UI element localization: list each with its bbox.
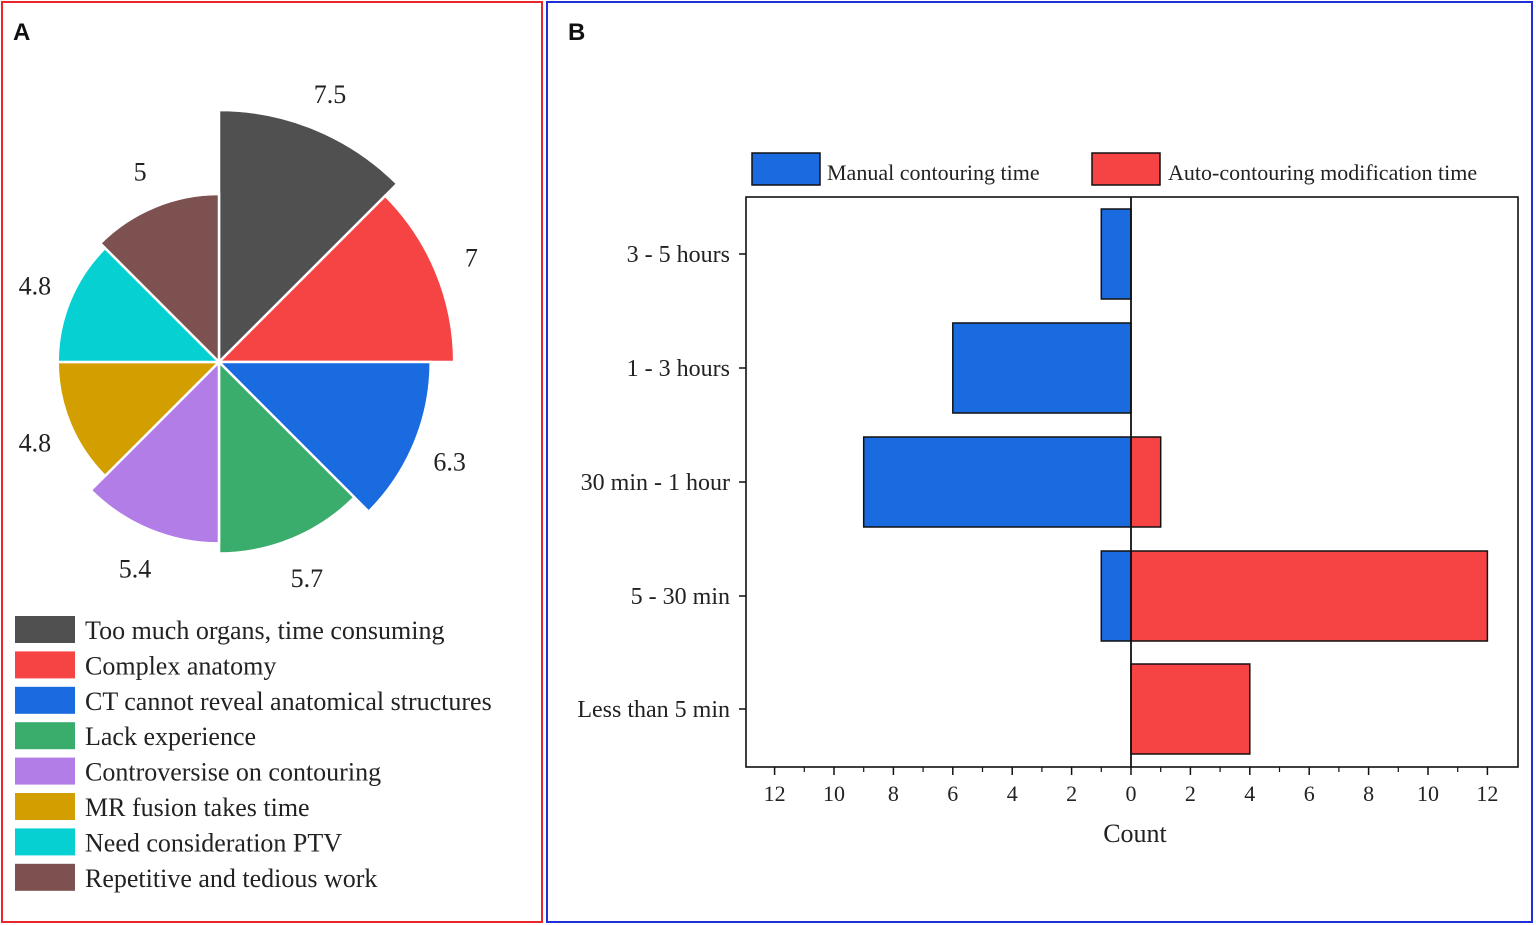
legend-label: Manual contouring time [827, 160, 1040, 185]
x-tick-label: 12 [764, 781, 786, 806]
slice-value-label: 7.5 [314, 80, 347, 109]
x-tick-label: 6 [1304, 781, 1315, 806]
rose-slice [98, 192, 221, 366]
x-tick-label: 2 [1185, 781, 1196, 806]
panel-a: A 7.5 7 6.3 5.7 5.4 4.8 4.8 5 Too much organs, t… [1, 1, 543, 923]
legend-label: Controversise on contouring [85, 758, 381, 787]
rose-slice [215, 193, 456, 364]
slice-value-label: 6.3 [433, 448, 466, 477]
slice-value-label: 5 [134, 158, 147, 187]
diverging-bar-chart: Manual contouring time Auto-contouring mo… [577, 152, 1519, 848]
panel-a-letter: A [13, 19, 31, 46]
slice-value-label: 4.8 [19, 428, 52, 457]
x-tick-label: 8 [1363, 781, 1374, 806]
rose-chart: 7.5 7 6.3 5.7 5.4 4.8 4.8 5 Too much organs, tim… [15, 80, 492, 893]
legend-swatch [1091, 152, 1161, 186]
y-tick-label: 1 - 3 hours [627, 356, 730, 382]
legend-label: Auto-contouring modification time [1168, 160, 1477, 185]
legend-swatch [15, 651, 75, 679]
legend-label: Need consideration PTV [85, 828, 342, 857]
legend-label: CT cannot reveal anatomical structures [85, 687, 492, 716]
bar-auto [1130, 663, 1251, 755]
legend-label: Lack experience [85, 722, 256, 751]
slice-value-label: 5.4 [119, 555, 152, 584]
rose-slice [215, 360, 432, 514]
y-tick-label: Less than 5 min [577, 697, 730, 723]
x-tick-label: 2 [1066, 781, 1077, 806]
slice-value-label: 5.7 [291, 564, 324, 593]
x-tick-label: 6 [947, 781, 958, 806]
legend-swatch [15, 863, 75, 891]
y-tick-label: 3 - 5 hours [627, 242, 730, 268]
legend-label: Too much organs, time consuming [85, 616, 445, 645]
y-tick-label: 5 - 30 min [631, 584, 730, 610]
rose-slice [88, 358, 221, 545]
bar-manual [862, 436, 1132, 528]
bar-auto [1130, 550, 1489, 642]
x-tick-label: 12 [1476, 781, 1498, 806]
bar-auto [1130, 436, 1162, 528]
x-tick-label: 10 [1417, 781, 1439, 806]
legend-swatch [15, 757, 75, 785]
slice-value-label: 4.8 [19, 272, 52, 301]
legend-swatch [15, 616, 75, 643]
bar-manual [952, 322, 1132, 414]
legend-label: Complex anatomy [85, 651, 276, 680]
rose-slice [56, 246, 223, 364]
plot-frame [745, 196, 1519, 768]
rose-slice [217, 358, 357, 555]
legend-swatch [15, 686, 75, 714]
x-tick-label: 8 [888, 781, 899, 806]
x-tick-label: 10 [823, 781, 845, 806]
rose-slice [56, 360, 223, 478]
bar-manual [1100, 550, 1132, 642]
x-axis-title: Count [1103, 819, 1167, 848]
legend-label: Repetitive and tedious work [85, 864, 377, 893]
bar-manual [1100, 208, 1132, 300]
y-tick-label: 30 min - 1 hour [581, 470, 730, 496]
x-tick-label: 4 [1244, 781, 1255, 806]
legend-swatch [15, 793, 75, 820]
panel-b: B Manual contouring time Auto-contouring … [546, 1, 1533, 923]
x-tick-label: 0 [1126, 781, 1137, 806]
legend-swatch [751, 152, 821, 186]
legend-swatch [15, 722, 75, 750]
panel-b-letter: B [568, 19, 586, 46]
legend-label: MR fusion takes time [85, 793, 310, 822]
legend-swatch [15, 828, 75, 856]
x-tick-label: 4 [1007, 781, 1018, 806]
rose-slice [217, 108, 399, 366]
slice-value-label: 7 [465, 243, 478, 272]
